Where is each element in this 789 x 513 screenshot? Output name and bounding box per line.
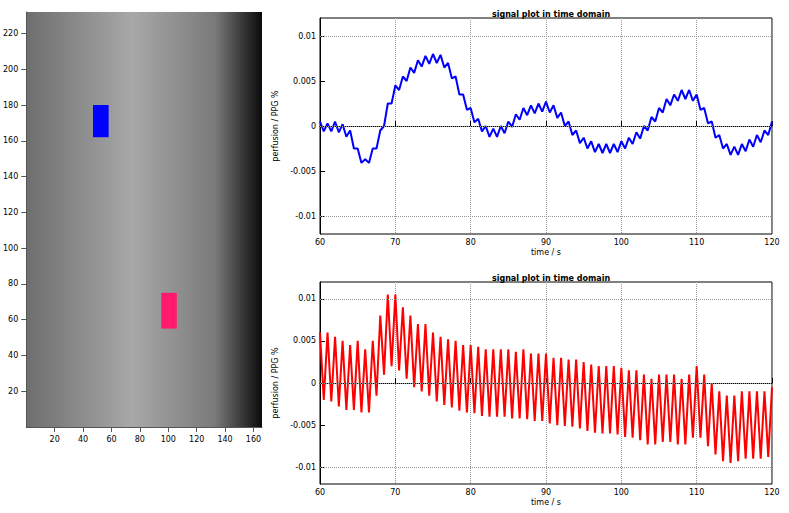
svg-text:90: 90	[541, 238, 551, 247]
svg-text:110: 110	[689, 488, 704, 497]
svg-text:80: 80	[466, 238, 476, 247]
svg-text:0: 0	[311, 379, 316, 388]
svg-text:80: 80	[8, 279, 18, 288]
svg-text:120: 120	[764, 488, 779, 497]
svg-text:100: 100	[614, 238, 629, 247]
svg-text:-0.01: -0.01	[295, 463, 316, 472]
svg-text:80: 80	[466, 488, 476, 497]
svg-text:100: 100	[3, 244, 18, 253]
svg-text:120: 120	[764, 238, 779, 247]
svg-text:140: 140	[217, 435, 232, 444]
svg-text:signal plot in time domain: signal plot in time domain	[492, 10, 610, 19]
svg-text:20: 20	[50, 435, 60, 444]
svg-text:70: 70	[390, 238, 400, 247]
svg-text:0.005: 0.005	[293, 336, 316, 345]
svg-text:200: 200	[3, 65, 18, 74]
svg-text:120: 120	[189, 435, 204, 444]
svg-text:220: 220	[3, 29, 18, 38]
svg-text:160: 160	[3, 136, 18, 145]
svg-text:160: 160	[246, 435, 261, 444]
svg-text:100: 100	[161, 435, 176, 444]
svg-text:0.01: 0.01	[298, 32, 316, 41]
svg-text:120: 120	[3, 208, 18, 217]
svg-text:time / s: time / s	[531, 498, 561, 507]
svg-text:perfusion / PPG %: perfusion / PPG %	[271, 90, 280, 162]
svg-text:110: 110	[689, 238, 704, 247]
svg-text:100: 100	[614, 488, 629, 497]
svg-text:80: 80	[135, 435, 145, 444]
svg-text:60: 60	[315, 238, 325, 247]
svg-text:0.01: 0.01	[298, 294, 316, 303]
svg-text:70: 70	[390, 488, 400, 497]
svg-text:20: 20	[8, 387, 18, 396]
svg-text:0: 0	[311, 122, 316, 131]
svg-text:60: 60	[8, 315, 18, 324]
svg-text:-0.01: -0.01	[295, 212, 316, 221]
svg-text:40: 40	[78, 435, 88, 444]
svg-text:180: 180	[3, 101, 18, 110]
svg-text:time / s: time / s	[531, 248, 561, 257]
svg-text:signal plot in time domain: signal plot in time domain	[492, 274, 610, 283]
svg-text:perfusion / PPG %: perfusion / PPG %	[271, 347, 280, 419]
svg-text:-0.005: -0.005	[290, 421, 316, 430]
svg-text:60: 60	[315, 488, 325, 497]
svg-text:-0.005: -0.005	[290, 167, 316, 176]
svg-text:90: 90	[541, 488, 551, 497]
svg-text:0.005: 0.005	[293, 77, 316, 86]
svg-text:40: 40	[8, 351, 18, 360]
svg-text:140: 140	[3, 172, 18, 181]
svg-text:60: 60	[106, 435, 116, 444]
